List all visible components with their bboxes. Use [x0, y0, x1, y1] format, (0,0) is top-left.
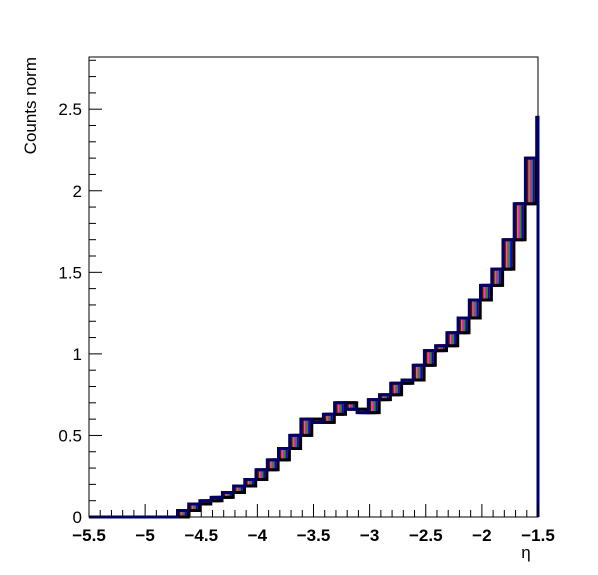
x-axis-title: η — [521, 543, 530, 562]
y-tick-label: 2 — [73, 182, 82, 201]
y-tick-label: 0 — [73, 508, 82, 527]
histogram-series-3 — [93, 122, 540, 519]
x-tick-label: −3.5 — [297, 526, 331, 545]
y-tick-label: 1.5 — [58, 263, 82, 282]
y-tick-label: 1 — [73, 345, 82, 364]
histogram-series-2 — [95, 125, 540, 519]
y-tick-label: 0.5 — [58, 426, 82, 445]
histogram-series-8 — [89, 115, 540, 519]
series-layer — [89, 115, 540, 519]
x-axis-ticks: −5.5 −5 −4.5 −4 −3.5 −3 −2.5 −2 −1.5 — [72, 504, 555, 545]
x-tick-label: −1.5 — [521, 526, 555, 545]
x-tick-label: −3 — [360, 526, 379, 545]
x-tick-label: −5 — [135, 526, 154, 545]
histogram-series-1 — [96, 125, 540, 519]
x-tick-label: −4.5 — [184, 526, 218, 545]
y-axis-ticks: 0 0.5 1 1.5 2 2.5 — [58, 59, 102, 527]
x-tick-label: −5.5 — [72, 526, 106, 545]
x-tick-label: −2 — [472, 526, 491, 545]
histogram-series-7 — [98, 128, 540, 519]
plot-frame — [88, 56, 539, 518]
y-tick-label: 2.5 — [58, 100, 82, 119]
x-tick-label: −2.5 — [409, 526, 443, 545]
x-tick-label: −4 — [248, 526, 268, 545]
y-axis-title: Counts norm — [21, 57, 40, 154]
